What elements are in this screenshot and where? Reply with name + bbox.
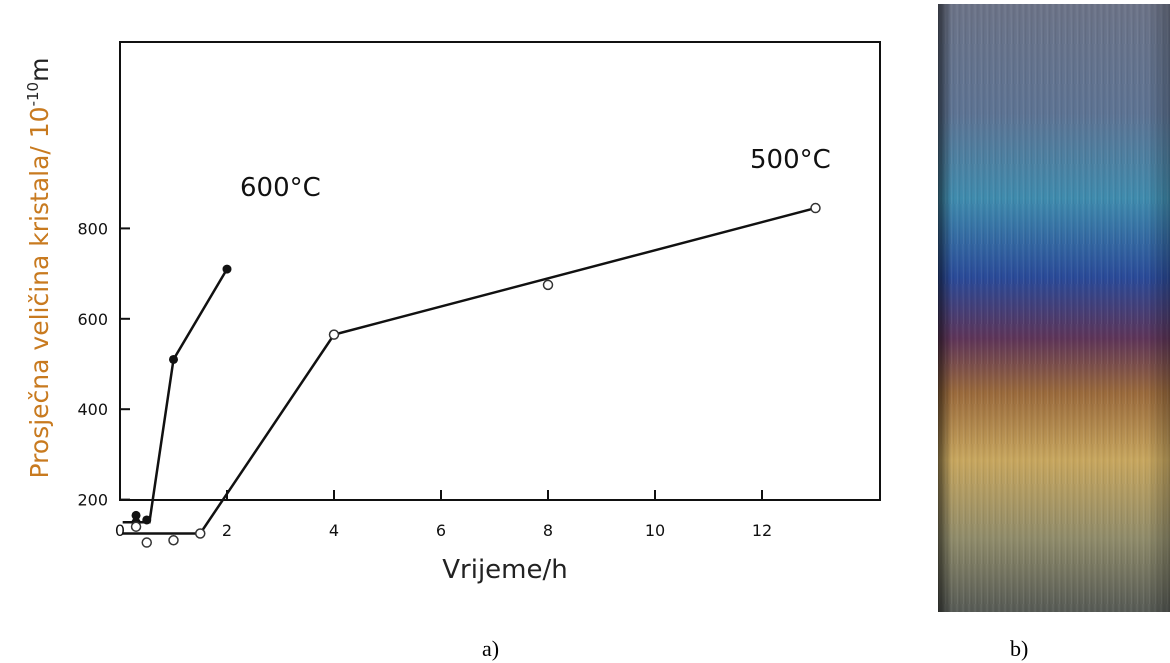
y-tick-label: 400: [77, 400, 108, 419]
y-tick-label: 800: [77, 219, 108, 238]
series-line-1: [122, 206, 816, 535]
data-point: [142, 515, 152, 525]
plot-frame: [119, 41, 881, 501]
metal-sample-image: [938, 4, 1170, 612]
x-tick-label: 10: [645, 521, 665, 540]
series-label-500: 500°C: [750, 145, 831, 175]
x-tick-label: 12: [752, 521, 772, 540]
series-line-0: [122, 268, 229, 524]
data-point: [168, 535, 179, 546]
data-point: [328, 329, 340, 340]
series-label-600: 600°C: [240, 173, 321, 203]
data-point: [130, 521, 142, 532]
data-point: [222, 264, 232, 274]
x-tick-label: 2: [222, 521, 232, 540]
data-point: [169, 354, 178, 364]
oxidized-metal-photo: [938, 4, 1170, 612]
y-axis-label: Prosječna veličina kristala/ 10-10m: [24, 58, 54, 479]
x-tick-label: 6: [436, 521, 446, 540]
data-point: [542, 279, 554, 291]
x-tick-label: 8: [543, 521, 553, 540]
data-point: [195, 528, 206, 539]
chart-panel-a: 200 400 600 800 0 2 4 6 8 10 12 Vrijeme/h Prosječna …: [24, 41, 881, 585]
y-tick-label: 600: [77, 310, 108, 329]
x-axis-label: Vrijeme/h: [442, 555, 567, 585]
data-point: [810, 202, 821, 214]
caption-b: b): [1010, 636, 1029, 661]
caption-a: a): [482, 636, 500, 661]
y-tick-label: 200: [77, 491, 108, 510]
x-tick-label: 0: [115, 521, 125, 540]
data-point: [131, 510, 141, 520]
data-point: [141, 537, 152, 548]
x-tick-label: 4: [329, 521, 339, 540]
